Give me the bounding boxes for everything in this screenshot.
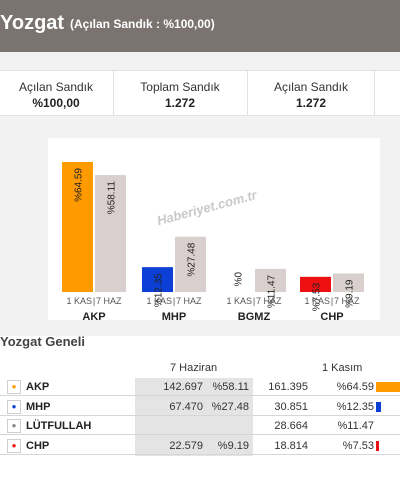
table-row: ● MHP 67.470 %27.48 30.851 %12.35 [0,398,400,416]
bar-nov-mhp [142,267,173,292]
november-mini-bar [376,440,379,451]
data-label-jun-mhp: %27.48 [187,242,198,276]
stat-opened-percent: Açılan Sandık %100,00 [0,71,112,115]
june-percent: %27.48 [211,400,249,413]
november-mini-bar [376,382,400,392]
page-header: Yozgat (Açılan Sandık : %100,00) [0,0,400,52]
category-label-bgmz: BGMZ [238,311,271,323]
data-label-jun-chp: %9.19 [345,279,356,308]
stat-opened-boxes: Açılan Sandık 1.272 [247,71,375,115]
june-percent: %58.11 [212,381,250,393]
series-tick-jun: 7 HAZ [96,296,122,306]
stat-label: Toplam Sandık [140,80,220,94]
june-column-bg [135,378,253,456]
november-percent: %11.47 [337,420,375,432]
november-percent: %12.35 [336,400,374,413]
party-logo-icon: ● [7,419,21,433]
chart-area: %64.59 %58.11 1 KAS | 7 HAZ AKP %12.35 %27.48 1 … [0,116,400,336]
party-logo-icon: ● [7,438,21,453]
series-tick-nov: 1 KAS [66,296,92,306]
table-row: ● AKP 142.697 %58.11 161.395 %64.59 [0,378,400,396]
page-title: Yozgat [0,12,65,34]
data-label-jun-akp: %58.11 [107,181,118,215]
bar-nov-chp [300,276,331,292]
stat-value: %100,00 [32,96,80,110]
data-label-nov-chp: %7.53 [312,282,323,311]
page-subtitle: (Açılan Sandık : %100,00) [70,17,215,31]
series-tick-nov: 1 KAS [226,296,252,306]
col-header-june: 7 Haziran [170,362,218,374]
stat-total-boxes: Toplam Sandık 1.272 [113,71,246,115]
november-percent: %7.53 [342,439,374,452]
bar-nov-akp [62,162,93,292]
stat-label: Açılan Sandık [273,80,349,94]
series-tick-separator: | [253,296,255,306]
table-header: 7 Haziran 1 Kasım [0,358,400,376]
section-title: Yozgat Geneli [0,334,85,349]
november-mini-bar [376,401,381,412]
november-votes: 28.664 [274,420,308,432]
june-votes: 67.470 [169,400,203,413]
november-votes: 18.814 [274,439,308,452]
june-votes: 22.579 [169,439,203,452]
series-tick-separator: | [173,296,175,306]
november-percent: %64.59 [336,381,374,393]
stat-value: 1.272 [164,96,196,110]
category-label-mhp: MHP [162,311,186,323]
stats-bar: Açılan Sandık %100,00 Toplam Sandık 1.27… [0,70,400,116]
june-votes: 142.697 [163,381,203,393]
party-name: MHP [26,400,51,413]
series-tick-jun: 7 HAZ [334,296,360,306]
series-tick-separator: | [93,296,95,306]
series-tick-nov: 1 KAS [146,296,172,306]
series-tick-jun: 7 HAZ [176,296,202,306]
series-tick-jun: 7 HAZ [256,296,282,306]
stat-value: 1.272 [295,96,327,110]
party-name: AKP [26,381,50,393]
header-spacer [0,52,400,70]
data-label-nov-mhp: %12.35 [154,273,165,307]
party-logo-icon: ● [7,399,21,414]
table-row: ● CHP 22.579 %9.19 18.814 %7.53 [0,437,400,455]
november-votes: 161.395 [268,381,308,393]
stat-label: Açılan Sandık [18,80,94,94]
party-name: LÜTFULLAH [26,420,92,432]
data-label-jun-bgmz: %11.47 [267,274,278,308]
party-name: CHP [26,439,50,452]
bar-chart: %64.59 %58.111 KAS | 7 HAZAKP%12.35%27.481 … [48,138,380,323]
november-votes: 30.851 [274,400,308,413]
bar-jun-akp [95,175,126,292]
party-logo-icon: ● [7,380,21,394]
bar-jun-bgmz [255,268,286,292]
series-tick-separator: | [331,296,333,306]
november-mini-bar [376,421,381,431]
category-label-chp: CHP [320,311,343,323]
bar-jun-chp [333,273,364,292]
category-label-akp: AKP [82,311,105,323]
data-label-nov-akp: %64.59 [74,168,85,202]
col-header-november: 1 Kasım [322,362,363,374]
series-tick-nov: 1 KAS [304,296,330,306]
table-row: ● LÜTFULLAH 28.664 %11.47 [0,417,400,435]
june-percent: %9.19 [217,439,249,452]
bar-jun-mhp [175,236,206,292]
data-label-nov-bgmz: %0 [234,272,245,287]
